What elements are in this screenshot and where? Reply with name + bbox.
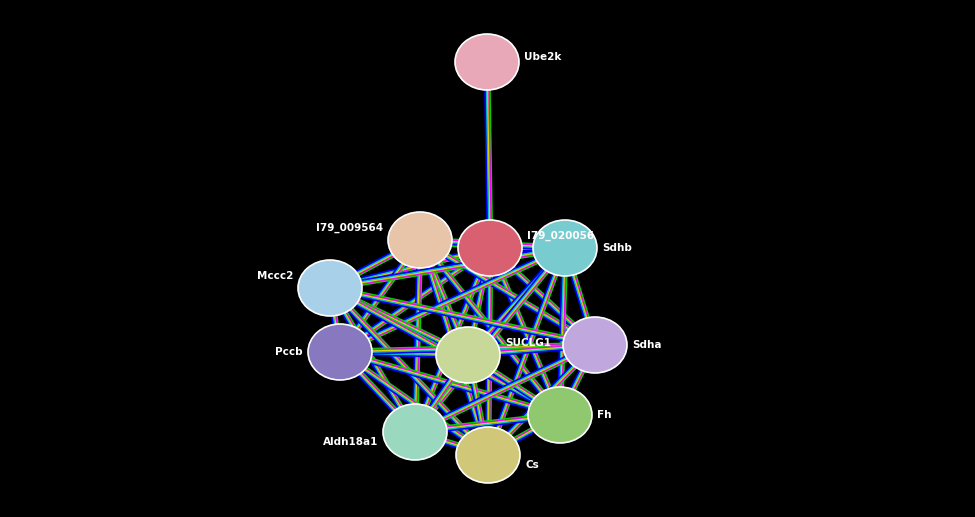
Ellipse shape: [563, 317, 627, 373]
Ellipse shape: [308, 324, 372, 380]
Ellipse shape: [298, 260, 362, 316]
Ellipse shape: [456, 427, 520, 483]
Ellipse shape: [383, 404, 447, 460]
Text: Sdha: Sdha: [632, 340, 661, 350]
Text: Sdhb: Sdhb: [602, 243, 632, 253]
Text: I79_009564: I79_009564: [316, 223, 383, 233]
Ellipse shape: [455, 34, 519, 90]
Ellipse shape: [458, 220, 522, 276]
Text: Ube2k: Ube2k: [524, 52, 562, 62]
Text: Pccb: Pccb: [275, 347, 303, 357]
Ellipse shape: [528, 387, 592, 443]
Text: Fh: Fh: [597, 410, 611, 420]
Text: SUCLG1: SUCLG1: [505, 338, 551, 348]
Ellipse shape: [388, 212, 452, 268]
Text: Mccc2: Mccc2: [256, 271, 293, 281]
Ellipse shape: [436, 327, 500, 383]
Text: Cs: Cs: [525, 460, 539, 470]
Text: I79_020056: I79_020056: [527, 231, 594, 241]
Ellipse shape: [533, 220, 597, 276]
Text: Aldh18a1: Aldh18a1: [323, 437, 378, 447]
